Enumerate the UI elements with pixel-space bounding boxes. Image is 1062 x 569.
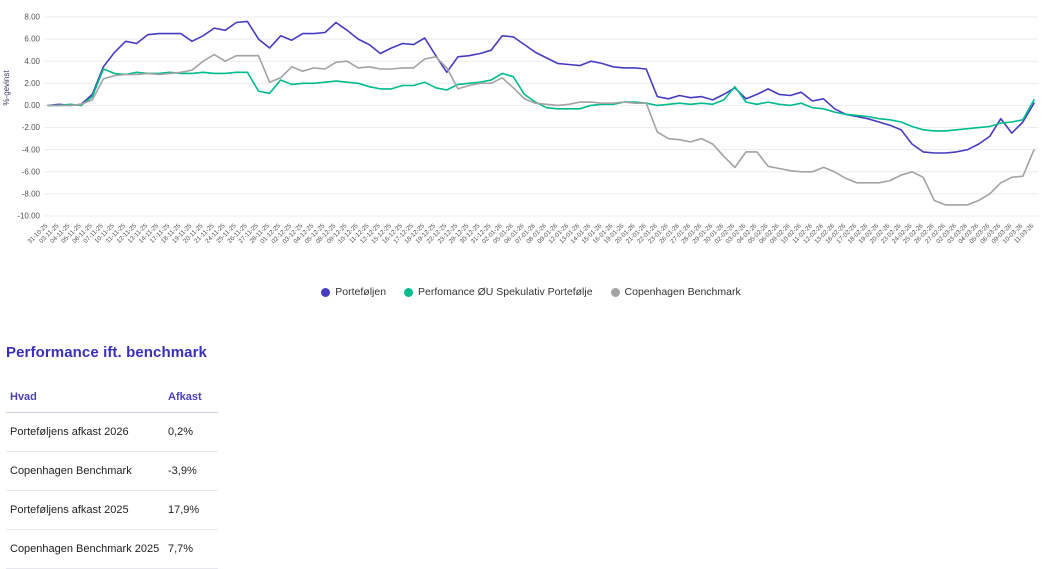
y-tick-label: -8.00 [22,189,41,198]
legend-label: Copenhagen Benchmark [624,286,741,298]
series-line-1 [47,68,1035,132]
table-body: Porteføljens afkast 2026 0,2% Copenhagen B… [6,413,218,569]
performance-table: Hvad Afkast Porteføljens afkast 2026 0,2%… [6,387,218,569]
legend-dot-icon [610,287,620,297]
chart-canvas: 8.00 6.00 4.00 2.00 0.00 -2.00 -4.00 -6.00 -8.00… [2,13,1038,245]
table-row: Copenhagen Benchmark -3,9% [6,452,218,491]
legend-item-2[interactable]: Copenhagen Benchmark [610,286,741,298]
y-tick-label: 4.00 [24,57,40,66]
table-header-afkast: Afkast [168,391,202,403]
table-cell-hvad: Porteføljens afkast 2026 [10,426,129,438]
table-cell-afkast: -3,9% [168,465,197,477]
legend-dot-icon [321,287,331,297]
y-tick-label: 0.00 [24,101,40,110]
legend-label: Perfomance ØU Spekulativ Portefølje [418,286,593,298]
y-tick-label: -4.00 [22,145,41,154]
table-row: Porteføljens afkast 2026 0,2% [6,413,218,452]
legend-dot-icon [404,287,414,297]
table-row: Copenhagen Benchmark 2025 7,7% [6,530,218,569]
legend-item-0[interactable]: Porteføljen [321,286,386,298]
section-title: Performance ift. benchmark [6,344,207,361]
table-cell-hvad: Copenhagen Benchmark 2025 [10,543,160,555]
table-cell-hvad: Porteføljens afkast 2025 [10,504,129,516]
table-cell-hvad: Copenhagen Benchmark [10,465,132,477]
table-row: Porteføljens afkast 2025 17,9% [6,491,218,530]
chart-legend: Porteføljen Perfomance ØU Spekulativ Port… [0,284,1062,300]
legend-item-1[interactable]: Perfomance ØU Spekulativ Portefølje [404,286,593,298]
y-tick-label: -6.00 [22,167,41,176]
table-header-row: Hvad Afkast [6,387,218,413]
series-line-0 [47,20,1035,154]
y-tick-label: 8.00 [24,13,40,22]
y-tick-label: -2.00 [22,123,41,132]
performance-line-chart: 8.00 6.00 4.00 2.00 0.00 -2.00 -4.00 -6.00 -8.00… [0,0,1062,282]
y-tick-label: -10.00 [17,212,40,221]
series-line-2 [47,53,1035,206]
table-header-hvad: Hvad [10,391,37,403]
legend-label: Porteføljen [335,286,387,298]
table-cell-afkast: 0,2% [168,426,194,438]
y-tick-label: 6.00 [24,35,40,44]
y-axis-title: %-gevinst [2,70,11,106]
table-cell-afkast: 17,9% [168,504,200,516]
table-cell-afkast: 7,7% [168,543,194,555]
y-tick-label: 2.00 [24,79,40,88]
